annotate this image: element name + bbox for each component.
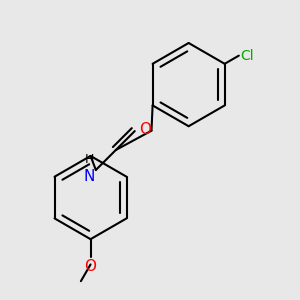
Text: O: O: [139, 122, 151, 137]
Text: Cl: Cl: [240, 49, 254, 63]
Text: H: H: [85, 153, 94, 167]
Text: N: N: [84, 169, 95, 184]
Text: O: O: [85, 260, 97, 274]
